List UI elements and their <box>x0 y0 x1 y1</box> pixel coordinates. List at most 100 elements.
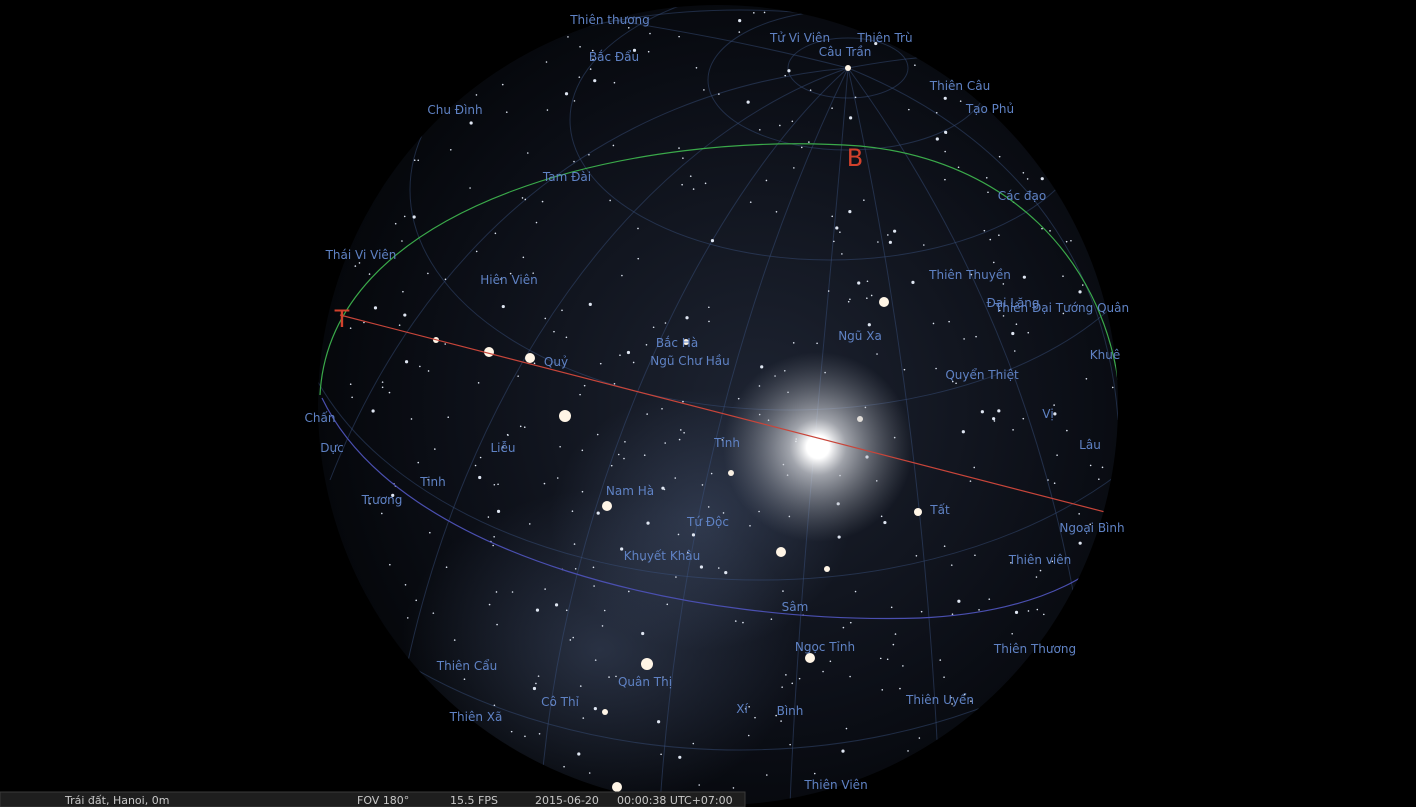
star <box>738 19 741 22</box>
star <box>893 230 896 233</box>
star <box>389 564 391 566</box>
star <box>511 731 513 733</box>
star <box>914 64 916 66</box>
star <box>970 480 972 482</box>
star <box>476 251 478 253</box>
star <box>597 512 600 515</box>
star <box>618 454 620 456</box>
star <box>1037 609 1039 611</box>
star <box>682 157 684 159</box>
star <box>350 383 352 385</box>
star <box>588 154 590 156</box>
star <box>952 613 954 615</box>
star <box>1014 350 1016 352</box>
bright-star <box>525 353 535 363</box>
star <box>522 197 524 199</box>
constellation-label: Tam Đài <box>542 170 591 184</box>
star <box>833 241 835 243</box>
star <box>476 94 478 96</box>
star <box>974 554 976 556</box>
star <box>565 92 568 95</box>
constellation-label: Sâm <box>782 600 809 614</box>
star <box>782 590 784 592</box>
star <box>544 483 546 485</box>
star <box>911 281 914 284</box>
star <box>962 430 965 433</box>
star <box>665 322 667 324</box>
star <box>948 321 950 323</box>
star <box>1056 454 1058 456</box>
star <box>544 318 546 320</box>
fps: 15.5 FPS <box>450 794 498 807</box>
star <box>363 322 365 324</box>
constellation-label: Nam Hà <box>606 484 654 498</box>
star <box>382 386 384 388</box>
star <box>604 610 606 612</box>
star <box>679 439 681 441</box>
star <box>784 75 786 77</box>
star <box>535 683 537 685</box>
location[interactable]: Trái đất, Hanoi, 0m <box>64 794 169 807</box>
star <box>478 382 480 384</box>
bright-star <box>612 782 622 792</box>
star <box>399 324 401 326</box>
star <box>414 159 416 161</box>
star <box>708 306 710 308</box>
bright-star <box>559 410 571 422</box>
star <box>579 76 581 78</box>
star <box>561 310 563 312</box>
star <box>801 147 803 149</box>
star <box>536 222 538 224</box>
star <box>1098 478 1100 480</box>
constellation-label: Khuyết Khâu <box>624 549 701 563</box>
star <box>760 365 763 368</box>
date[interactable]: 2015-06-20 <box>535 794 599 807</box>
constellation-label: Hiên Viên <box>480 273 537 287</box>
star <box>574 543 576 545</box>
star <box>692 533 695 536</box>
star <box>944 97 947 100</box>
star <box>444 343 446 345</box>
star <box>559 446 561 448</box>
star <box>747 101 750 104</box>
constellation-label: Tạo Phủ <box>965 102 1014 116</box>
star <box>579 394 581 396</box>
star <box>544 588 546 590</box>
constellation-label: Bắc Hà <box>656 336 698 350</box>
star <box>492 545 494 547</box>
star <box>628 27 630 29</box>
star <box>567 36 569 38</box>
star <box>742 622 744 624</box>
star <box>711 473 713 475</box>
star <box>372 409 375 412</box>
star <box>653 326 655 328</box>
constellation-label: Chấn <box>305 411 336 425</box>
star <box>454 639 456 641</box>
star <box>497 510 500 513</box>
star <box>754 717 756 719</box>
star <box>411 418 413 420</box>
star <box>527 152 529 154</box>
star <box>771 618 773 620</box>
star <box>1041 177 1044 180</box>
star <box>830 661 832 663</box>
bright-star <box>641 658 653 670</box>
star <box>793 167 795 169</box>
star <box>557 477 559 479</box>
constellation-label: Vị <box>1042 407 1054 421</box>
star <box>1028 610 1030 612</box>
star <box>876 353 878 355</box>
star <box>863 199 865 201</box>
time[interactable]: 00:00:38 UTC+07:00 <box>617 794 733 807</box>
star <box>685 316 688 319</box>
star <box>702 484 704 486</box>
star <box>877 241 879 243</box>
star <box>916 555 918 557</box>
star <box>419 366 421 368</box>
star <box>880 658 882 660</box>
star <box>553 331 555 333</box>
star <box>666 604 668 606</box>
constellation-label: Ngọc Tỉnh <box>795 640 855 654</box>
star <box>641 632 644 635</box>
constellation-label: Ngũ Chư Hầu <box>650 354 729 368</box>
